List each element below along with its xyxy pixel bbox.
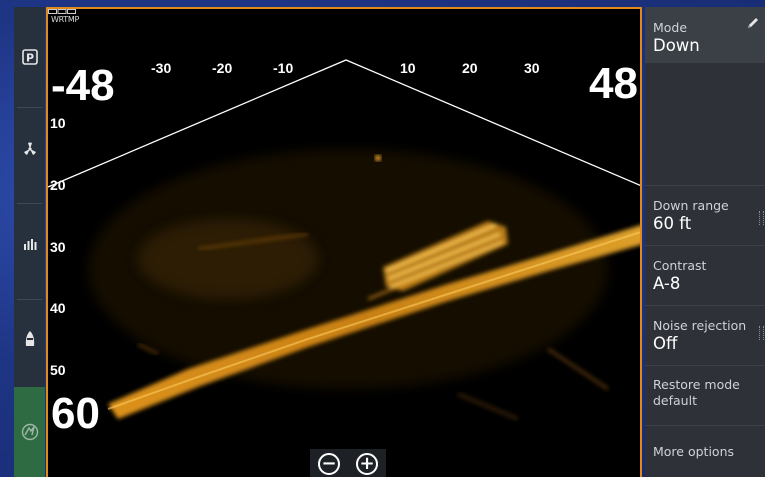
menu-label: Noise rejection (653, 318, 747, 333)
left-toolbar: P (14, 7, 45, 477)
horizontal-tick: -30 (151, 60, 172, 76)
depth-tick: 40 (50, 300, 66, 316)
menu-label: More options (653, 444, 734, 459)
depth-tick: 20 (50, 177, 66, 193)
svg-text:P: P (25, 52, 33, 65)
sonar-image (48, 59, 640, 421)
horizontal-tick: 30 (524, 60, 540, 76)
rail-divider (17, 107, 42, 108)
menu-item-down-range[interactable]: Down range 60 ft (645, 186, 765, 245)
menu-divider (645, 305, 765, 306)
boat-icon[interactable] (14, 309, 45, 369)
slider-handle-icon (759, 211, 764, 225)
zoom-controls: − + (310, 449, 386, 477)
menu-item-mode[interactable]: Mode Down (645, 7, 765, 63)
menu-divider (645, 185, 765, 186)
settings-menu: Mode Down Down range 60 ft Contrast A-8 … (645, 7, 765, 477)
pencil-icon (748, 18, 758, 28)
right-range-label: 48 (589, 59, 638, 108)
depth-tick: 10 (50, 115, 66, 131)
left-range-label: -48 (51, 61, 115, 110)
zoom-in-button[interactable]: + (356, 453, 378, 475)
sonar-view[interactable]: WRTMP -48 48 60 -30 -20 -10 10 20 30 10 … (46, 7, 642, 477)
battery-indicator-icon (48, 9, 76, 14)
beam-cone (48, 59, 640, 188)
menu-item-restore-default[interactable]: Restore mode default (645, 366, 765, 425)
horizontal-tick: 20 (462, 60, 478, 76)
horizontal-tick: -20 (212, 60, 233, 76)
menu-value: Off (653, 334, 678, 353)
menu-label: Mode (653, 20, 688, 35)
menu-item-noise-rejection[interactable]: Noise rejection Off (645, 306, 765, 365)
bars-icon[interactable] (14, 214, 45, 274)
brand-icon[interactable] (14, 387, 45, 477)
menu-label: Contrast (653, 258, 707, 273)
menu-divider (645, 365, 765, 366)
menu-value: Down (653, 36, 700, 55)
menu-value: 60 ft (653, 214, 692, 233)
structure-return (367, 221, 508, 300)
horizontal-tick: 10 (400, 60, 416, 76)
p-icon[interactable]: P (14, 27, 45, 87)
horizontal-tick: -10 (273, 60, 294, 76)
rail-divider (17, 299, 42, 300)
rail-divider (17, 203, 42, 204)
slider-handle-icon (759, 326, 764, 340)
menu-item-contrast[interactable]: Contrast A-8 (645, 246, 765, 305)
depth-tick: 30 (50, 239, 66, 255)
menu-item-more-options[interactable]: More options (645, 426, 765, 477)
seabed-return (108, 225, 640, 419)
menu-divider (645, 245, 765, 246)
depth-tick: 50 (50, 362, 66, 378)
zoom-out-button[interactable]: − (318, 453, 340, 475)
menu-label: Down range (653, 198, 729, 213)
menu-value: A-8 (653, 274, 681, 293)
status-label: WRTMP (51, 15, 80, 24)
depth-range-label: 60 (51, 389, 100, 438)
fan-icon[interactable] (14, 119, 45, 179)
fish-arch (375, 155, 381, 161)
menu-divider (645, 425, 765, 426)
menu-label: Restore mode default (653, 377, 740, 409)
